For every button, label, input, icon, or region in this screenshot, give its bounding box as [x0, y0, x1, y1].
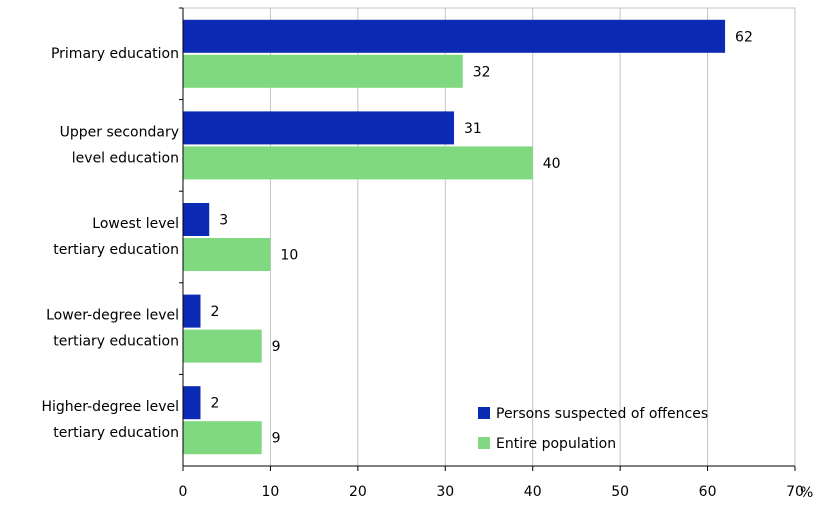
bar — [183, 386, 201, 420]
y-tick-label: Lower-degree level tertiary education — [46, 308, 179, 350]
legend-label: Entire population — [496, 436, 616, 452]
bar — [183, 238, 271, 271]
x-tick-label: 0 — [179, 484, 188, 500]
y-tick-label: Upper secondary level education — [60, 124, 179, 166]
x-tick-label: 10 — [262, 484, 280, 500]
y-tick-label: Lowest level tertiary education — [53, 216, 179, 258]
data-label: 9 — [272, 431, 281, 447]
x-tick-label: 50 — [611, 484, 629, 500]
x-tick-label: 70 — [786, 484, 804, 500]
data-label: 3 — [219, 213, 228, 229]
bar — [183, 54, 463, 88]
data-label: 32 — [473, 64, 491, 80]
data-label: 40 — [543, 156, 561, 172]
x-tick-label: 40 — [524, 484, 542, 500]
y-tick-label: Higher-degree level tertiary education — [41, 399, 179, 441]
x-axis-label: % — [800, 485, 813, 501]
data-label: 9 — [272, 339, 281, 355]
data-label: 62 — [735, 29, 753, 45]
y-tick-label: Primary education — [51, 46, 179, 62]
bar — [183, 421, 262, 455]
legend-label: Persons suspected of offences — [496, 406, 708, 422]
x-tick-label: 60 — [699, 484, 717, 500]
bar — [183, 329, 262, 363]
bar — [183, 294, 201, 328]
data-label: 31 — [464, 121, 482, 137]
x-tick-label: 20 — [349, 484, 367, 500]
data-label: 10 — [280, 248, 298, 264]
bar — [183, 19, 726, 53]
bar — [183, 146, 533, 180]
data-label: 2 — [210, 304, 219, 320]
legend-swatch — [478, 407, 490, 419]
x-tick-label: 30 — [436, 484, 454, 500]
legend-swatch — [478, 437, 490, 449]
data-label: 2 — [210, 396, 219, 412]
bar — [183, 203, 210, 236]
bar — [183, 111, 455, 145]
